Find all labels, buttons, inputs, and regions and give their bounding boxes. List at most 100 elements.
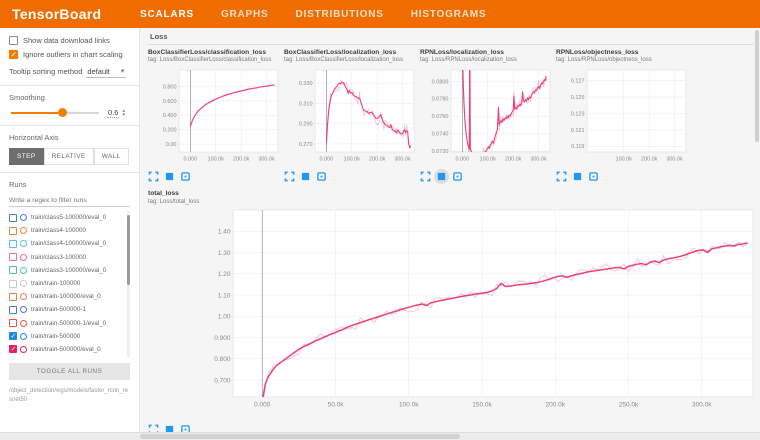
tab-graphs[interactable]: GRAPHS	[220, 8, 269, 20]
axis-relative-button[interactable]: RELATIVE	[43, 148, 94, 165]
run-checkbox-icon[interactable]	[9, 266, 17, 275]
axis-step-button[interactable]: STEP	[9, 148, 44, 165]
run-isolator-icon[interactable]	[20, 266, 27, 274]
grid: 0.00 0.200 0.400 0.600 0.800 0.000 100.0k 200.0…	[163, 70, 278, 163]
fit-domain-icon[interactable]	[434, 168, 449, 184]
horizontal-scrollbar-track[interactable]	[0, 432, 760, 440]
grid: 0.119 0.121 0.123 0.125 0.127 100.0k 200.0k 300…	[571, 70, 686, 163]
run-checkbox-icon[interactable]	[9, 213, 17, 222]
run-row[interactable]: train/train-500000/eval_0	[9, 343, 124, 356]
fullscreen-icon[interactable]	[148, 171, 159, 182]
run-isolator-icon[interactable]	[20, 345, 27, 353]
svg-text:0.270: 0.270	[299, 142, 313, 148]
chart-plot-rpn_localization[interactable]: 0.0720 0.0740 0.0760 0.0780 0.0800 0.000 100.0…	[420, 65, 553, 165]
chart-plot-bc_localization[interactable]: 0.270 0.290 0.310 0.330 0.000 100.0k 200.0k 300…	[284, 65, 417, 165]
pin-icon[interactable]	[452, 171, 463, 182]
run-row[interactable]: train/train-100000/eval_0	[9, 290, 124, 303]
run-row[interactable]: train/train-500000-1/eval_0	[9, 317, 124, 330]
spinner-icon[interactable]: ▲ ▼	[121, 107, 126, 117]
pin-icon[interactable]	[316, 171, 327, 182]
chart-plot-rpn_objectness[interactable]: 0.119 0.121 0.123 0.125 0.127 100.0k 200.0k 300…	[556, 65, 689, 165]
chart-title: RPNLoss/localization_loss	[420, 49, 504, 56]
pin-icon[interactable]	[588, 171, 599, 182]
run-row[interactable]: train/class3-100000	[9, 251, 124, 264]
run-row[interactable]: train/class5-100000/eval_0	[9, 211, 124, 224]
option-ignore-outliers[interactable]: Ignore outliers in chart scaling	[9, 50, 130, 59]
horizontal-scrollbar-thumb[interactable]	[140, 434, 460, 439]
run-checkbox-icon[interactable]	[9, 319, 17, 328]
run-checkbox-icon[interactable]	[9, 239, 17, 248]
run-row[interactable]: train/class4-100000/eval_0	[9, 237, 124, 250]
run-isolator-icon[interactable]	[20, 240, 27, 248]
tooltip-sorting-label: Tooltip sorting method	[9, 67, 83, 76]
toggle-all-runs-button[interactable]: TOGGLE ALL RUNS	[9, 363, 130, 380]
run-checkbox-icon[interactable]	[9, 292, 17, 301]
run-filter-input[interactable]	[9, 195, 130, 207]
run-isolator-icon[interactable]	[20, 319, 27, 327]
smoothing-value[interactable]: 0.6	[107, 108, 120, 118]
svg-text:200.0k: 200.0k	[505, 157, 522, 163]
chart-plot-bc_classification[interactable]: 0.00 0.200 0.400 0.600 0.800 0.000 100.0k 200.0…	[148, 65, 281, 165]
checkbox-checked-icon[interactable]	[9, 50, 18, 59]
fullscreen-icon[interactable]	[420, 171, 431, 182]
vertical-scrollbar-thumb[interactable]	[755, 30, 759, 142]
chart-plot-total_loss[interactable]: 0.700 0.800 0.900 1.00 1.10 1.20 1.30 1.40 0.000…	[148, 207, 758, 419]
runs-label: Runs	[9, 180, 27, 189]
run-checkbox-icon[interactable]	[9, 345, 17, 354]
run-isolator-icon[interactable]	[20, 306, 27, 314]
chart-card-rpn_localization: RPNLoss/localization_loss tag: Loss/RPNLo…	[420, 49, 553, 184]
runs-scrollbar-track[interactable]	[127, 211, 130, 357]
svg-text:0.119: 0.119	[571, 145, 584, 151]
svg-text:0.0720: 0.0720	[432, 149, 449, 155]
tab-distributions[interactable]: DISTRIBUTIONS	[295, 8, 384, 20]
run-label: train/train-500000-1/eval_0	[31, 319, 107, 327]
svg-text:200.0k: 200.0k	[233, 157, 250, 163]
run-row[interactable]: train/class4-100000	[9, 224, 124, 237]
category-header-loss[interactable]: Loss	[148, 30, 754, 45]
tooltip-sorting-select[interactable]: default ▾	[86, 67, 127, 78]
run-isolator-icon[interactable]	[20, 293, 27, 301]
tab-histograms[interactable]: HISTOGRAMS	[410, 8, 487, 20]
pin-icon[interactable]	[180, 424, 191, 432]
fit-domain-icon[interactable]	[300, 171, 311, 182]
fullscreen-icon[interactable]	[284, 171, 295, 182]
run-isolator-icon[interactable]	[20, 332, 27, 340]
run-checkbox-icon[interactable]	[9, 305, 17, 314]
option-show-download-links[interactable]: Show data download links	[9, 36, 130, 45]
run-checkbox-icon[interactable]	[9, 279, 17, 288]
fit-domain-icon[interactable]	[164, 171, 175, 182]
svg-text:0.0800: 0.0800	[432, 80, 449, 86]
chart-card-total_loss: total_loss tag: Loss/total_loss 0.700 0.800…	[148, 190, 758, 432]
svg-text:300.0k: 300.0k	[666, 157, 683, 163]
run-isolator-icon[interactable]	[20, 214, 27, 222]
chart-card-bc_localization: BoxClassifierLoss/localization_loss tag: …	[284, 49, 417, 183]
checkbox-unchecked-icon[interactable]	[9, 36, 18, 45]
svg-text:100.0k: 100.0k	[208, 157, 225, 163]
fit-domain-icon[interactable]	[572, 171, 583, 182]
fullscreen-icon[interactable]	[148, 424, 159, 432]
tab-scalars[interactable]: SCALARS	[140, 8, 194, 20]
run-isolator-icon[interactable]	[20, 227, 27, 235]
run-checkbox-icon[interactable]	[9, 226, 17, 235]
runs-scrollbar-thumb[interactable]	[127, 215, 130, 285]
chart-card-rpn_objectness: RPNLoss/objectness_loss tag: Loss/RPNLoss…	[556, 49, 689, 183]
run-row[interactable]: train/class3-100000/eval_0	[9, 264, 124, 277]
svg-text:1.10: 1.10	[218, 292, 231, 299]
run-row[interactable]: train/train-100000	[9, 277, 124, 290]
fit-domain-icon[interactable]	[164, 424, 175, 432]
svg-text:100.0k: 100.0k	[344, 157, 361, 163]
run-isolator-icon[interactable]	[20, 280, 27, 288]
axis-wall-button[interactable]: WALL	[93, 148, 129, 165]
svg-text:300.0k: 300.0k	[692, 401, 712, 408]
pin-icon[interactable]	[180, 171, 191, 182]
slider-thumb[interactable]	[58, 108, 68, 117]
fullscreen-icon[interactable]	[556, 171, 567, 182]
run-isolator-icon[interactable]	[20, 253, 27, 261]
run-row[interactable]: train/train-500000-1	[9, 303, 124, 316]
svg-text:0.310: 0.310	[299, 102, 313, 108]
run-row[interactable]: train/train-500000	[9, 330, 124, 343]
smoothing-slider[interactable]	[11, 108, 99, 117]
run-checkbox-icon[interactable]	[9, 332, 17, 341]
run-checkbox-icon[interactable]	[9, 253, 17, 262]
runs-list: train/class5-100000/eval_0 train/class4-1…	[9, 211, 130, 357]
